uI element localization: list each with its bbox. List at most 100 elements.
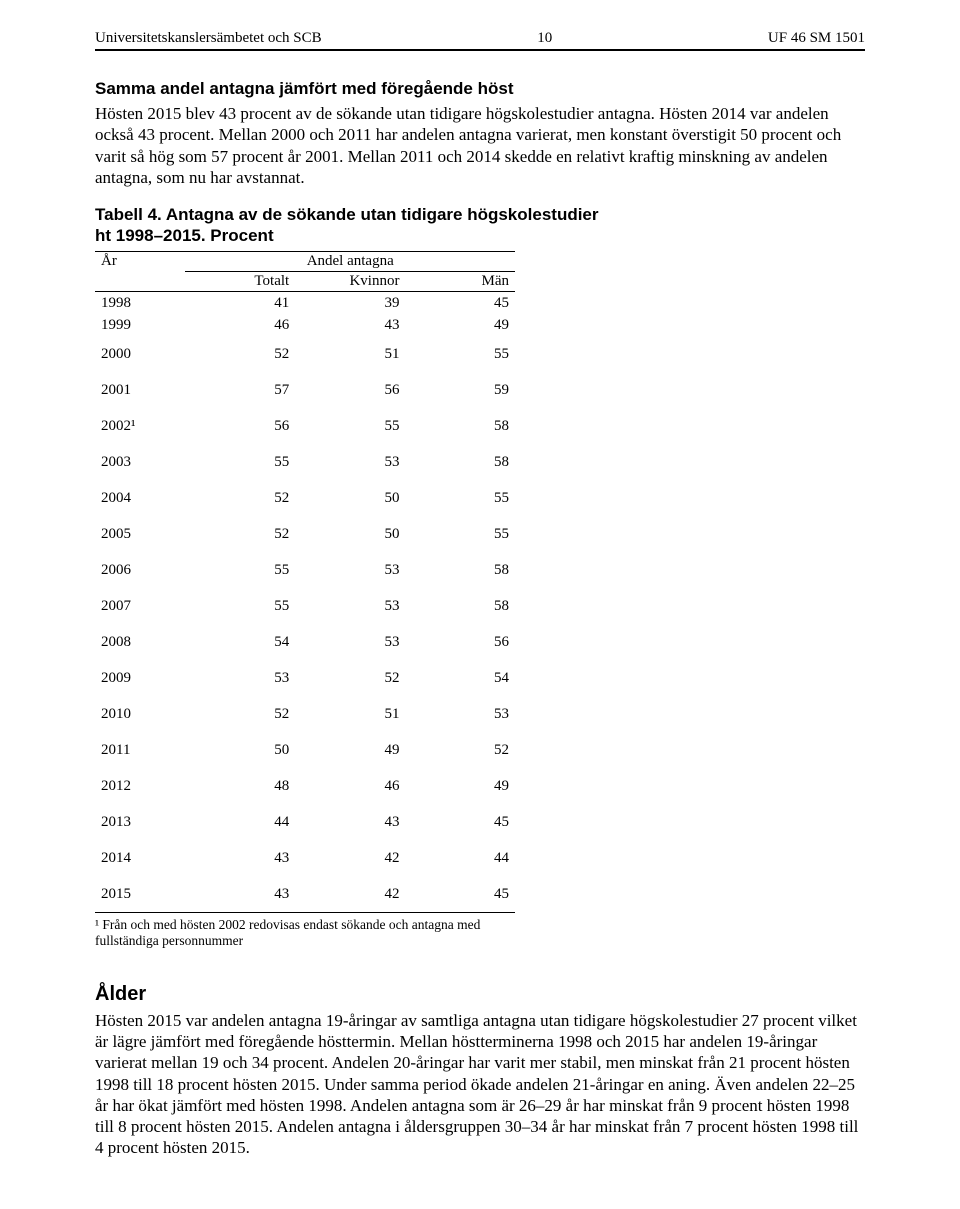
- table-row: 2007555358: [95, 588, 515, 624]
- table-row: 2005525055: [95, 516, 515, 552]
- cell-year: 2012: [95, 768, 185, 804]
- table-row: 2001575659: [95, 372, 515, 408]
- cell-kvinnor: 50: [295, 480, 405, 516]
- table-row: 2009535254: [95, 660, 515, 696]
- cell-year: 2014: [95, 840, 185, 876]
- cell-man: 59: [405, 372, 515, 408]
- table-row: 2010525153: [95, 696, 515, 732]
- cell-totalt: 48: [185, 768, 295, 804]
- cell-man: 58: [405, 444, 515, 480]
- table-row: 2011504952: [95, 732, 515, 768]
- cell-year: 2008: [95, 624, 185, 660]
- table-head: År Andel antagna Totalt Kvinnor Män: [95, 251, 515, 291]
- cell-man: 56: [405, 624, 515, 660]
- section-2-paragraph: Hösten 2015 var andelen antagna 19-åring…: [95, 1010, 865, 1159]
- cell-totalt: 52: [185, 516, 295, 552]
- table-row: 2002¹565558: [95, 408, 515, 444]
- table-row: 2015434245: [95, 876, 515, 913]
- cell-totalt: 52: [185, 480, 295, 516]
- table-row: 1998413945: [95, 291, 515, 314]
- cell-man: 45: [405, 876, 515, 913]
- cell-kvinnor: 42: [295, 876, 405, 913]
- section-heading-1: Samma andel antagna jämfört med föregåen…: [95, 79, 865, 99]
- data-table: År Andel antagna Totalt Kvinnor Män 1998…: [95, 251, 515, 913]
- cell-kvinnor: 42: [295, 840, 405, 876]
- table-row: 2000525155: [95, 336, 515, 372]
- cell-year: 1999: [95, 314, 185, 336]
- cell-kvinnor: 52: [295, 660, 405, 696]
- cell-year: 2009: [95, 660, 185, 696]
- document-page: Universitetskanslersämbetet och SCB 10 U…: [0, 0, 960, 1209]
- cell-year: 2011: [95, 732, 185, 768]
- table-row: 2003555358: [95, 444, 515, 480]
- cell-totalt: 56: [185, 408, 295, 444]
- cell-man: 58: [405, 408, 515, 444]
- cell-kvinnor: 53: [295, 552, 405, 588]
- table-row: 2006555358: [95, 552, 515, 588]
- table-row: 2004525055: [95, 480, 515, 516]
- table-row: 2008545356: [95, 624, 515, 660]
- cell-year: 2010: [95, 696, 185, 732]
- header-page-number: 10: [537, 30, 552, 47]
- table-row: 2012484649: [95, 768, 515, 804]
- cell-kvinnor: 46: [295, 768, 405, 804]
- cell-man: 52: [405, 732, 515, 768]
- cell-man: 55: [405, 516, 515, 552]
- cell-man: 55: [405, 480, 515, 516]
- table-body: 1998413945199946434920005251552001575659…: [95, 291, 515, 912]
- cell-year: 2005: [95, 516, 185, 552]
- cell-year: 2000: [95, 336, 185, 372]
- cell-year: 2002¹: [95, 408, 185, 444]
- cell-year: 2001: [95, 372, 185, 408]
- cell-man: 54: [405, 660, 515, 696]
- col-header-kvinnor: Kvinnor: [295, 271, 405, 291]
- cell-kvinnor: 53: [295, 588, 405, 624]
- cell-kvinnor: 43: [295, 314, 405, 336]
- cell-man: 53: [405, 696, 515, 732]
- cell-man: 55: [405, 336, 515, 372]
- running-header: Universitetskanslersämbetet och SCB 10 U…: [95, 30, 865, 51]
- cell-year: 2015: [95, 876, 185, 913]
- cell-totalt: 55: [185, 552, 295, 588]
- cell-totalt: 46: [185, 314, 295, 336]
- col-header-year: År: [95, 251, 185, 291]
- cell-kvinnor: 53: [295, 444, 405, 480]
- table-caption: Tabell 4. Antagna av de sökande utan tid…: [95, 204, 615, 247]
- cell-totalt: 53: [185, 660, 295, 696]
- cell-kvinnor: 51: [295, 336, 405, 372]
- table-row: 1999464349: [95, 314, 515, 336]
- cell-man: 45: [405, 804, 515, 840]
- cell-totalt: 52: [185, 336, 295, 372]
- cell-man: 49: [405, 768, 515, 804]
- cell-kvinnor: 51: [295, 696, 405, 732]
- cell-totalt: 55: [185, 444, 295, 480]
- table-head-row-1: År Andel antagna: [95, 251, 515, 271]
- table-row: 2013444345: [95, 804, 515, 840]
- cell-man: 58: [405, 588, 515, 624]
- cell-totalt: 52: [185, 696, 295, 732]
- cell-year: 2006: [95, 552, 185, 588]
- cell-year: 2013: [95, 804, 185, 840]
- cell-totalt: 57: [185, 372, 295, 408]
- cell-year: 1998: [95, 291, 185, 314]
- col-header-man: Män: [405, 271, 515, 291]
- cell-man: 58: [405, 552, 515, 588]
- cell-totalt: 54: [185, 624, 295, 660]
- cell-year: 2007: [95, 588, 185, 624]
- cell-kvinnor: 53: [295, 624, 405, 660]
- section-1-paragraph: Hösten 2015 blev 43 procent av de sökand…: [95, 103, 865, 188]
- section-heading-2: Ålder: [95, 983, 865, 1006]
- table-footnote: ¹ Från och med hösten 2002 redovisas end…: [95, 917, 515, 949]
- header-left: Universitetskanslersämbetet och SCB: [95, 30, 322, 47]
- cell-totalt: 41: [185, 291, 295, 314]
- cell-totalt: 43: [185, 840, 295, 876]
- cell-man: 44: [405, 840, 515, 876]
- cell-totalt: 44: [185, 804, 295, 840]
- table-row: 2014434244: [95, 840, 515, 876]
- cell-man: 45: [405, 291, 515, 314]
- cell-kvinnor: 56: [295, 372, 405, 408]
- col-header-totalt: Totalt: [185, 271, 295, 291]
- cell-totalt: 55: [185, 588, 295, 624]
- cell-totalt: 50: [185, 732, 295, 768]
- cell-year: 2003: [95, 444, 185, 480]
